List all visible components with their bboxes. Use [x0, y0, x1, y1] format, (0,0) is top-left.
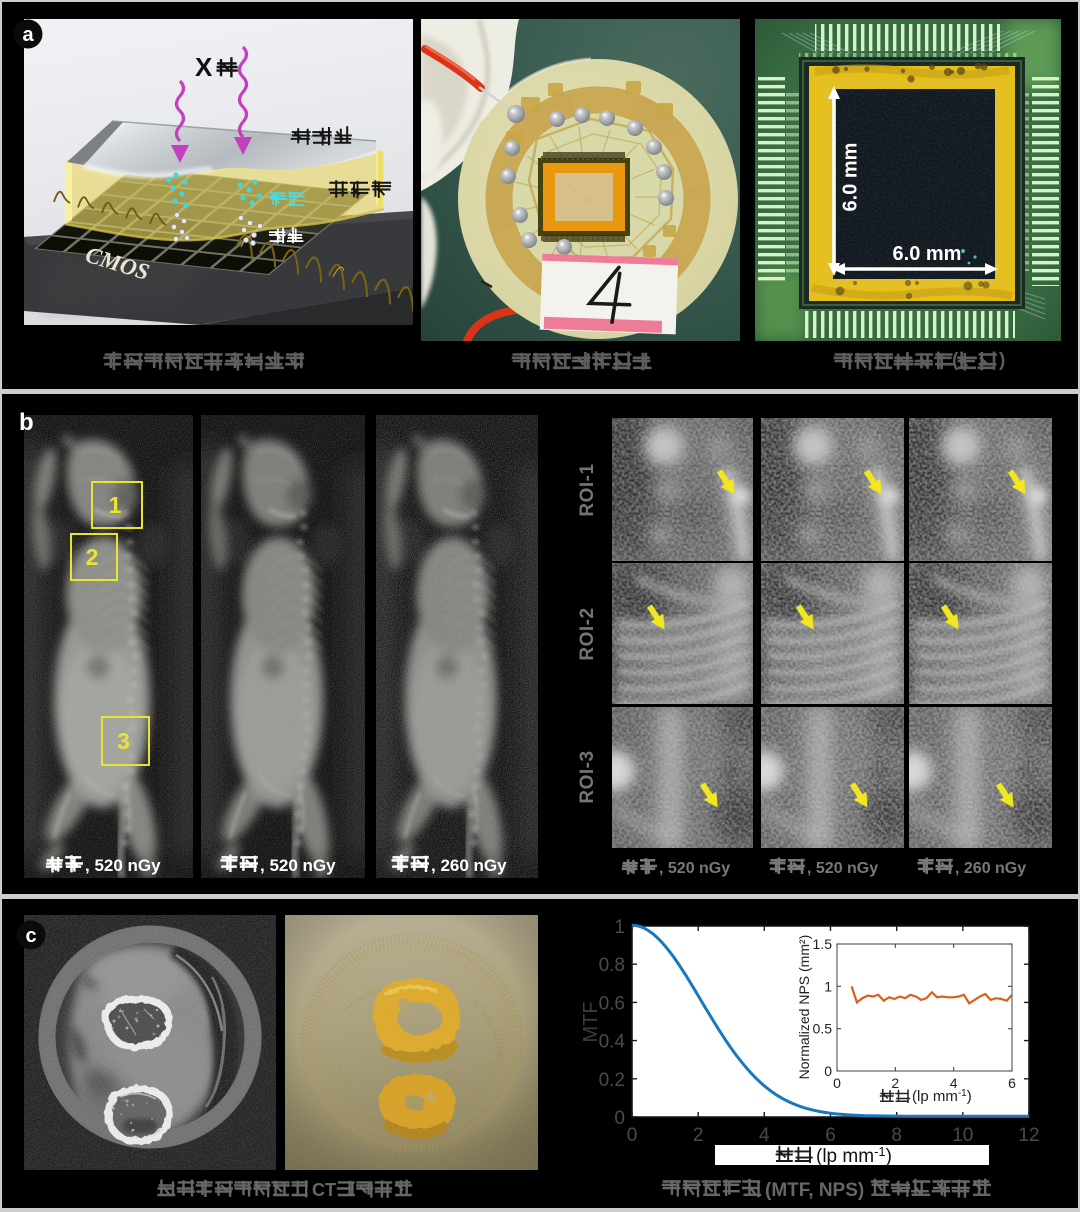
svg-text:0: 0	[824, 1063, 832, 1079]
svg-text:6.0 mm: 6.0 mm	[839, 143, 861, 212]
svg-text:3: 3	[117, 728, 130, 754]
svg-text:2: 2	[891, 1075, 899, 1091]
svg-text:X: X	[195, 52, 213, 82]
svg-text:, 260 nGy: , 260 nGy	[431, 856, 507, 875]
svg-text:, 520 nGy: , 520 nGy	[85, 856, 161, 875]
svg-text:, 260 nGy: , 260 nGy	[955, 860, 1026, 877]
svg-text:, 520 nGy: , 520 nGy	[260, 856, 336, 875]
svg-text:a: a	[22, 24, 34, 46]
svg-text:0.2: 0.2	[599, 1070, 625, 1091]
svg-text:10: 10	[952, 1125, 973, 1146]
svg-text:1: 1	[614, 917, 625, 938]
svg-text:6: 6	[1008, 1075, 1016, 1091]
svg-text:12: 12	[1018, 1125, 1039, 1146]
svg-text:6: 6	[825, 1125, 836, 1146]
svg-text:, 520 nGy: , 520 nGy	[659, 860, 730, 877]
svg-text:8: 8	[891, 1125, 902, 1146]
svg-text:Normalized NPS (mm²): Normalized NPS (mm²)	[796, 935, 812, 1080]
svg-text:0.8: 0.8	[599, 955, 625, 976]
svg-text:0: 0	[833, 1075, 841, 1091]
svg-text:1.5: 1.5	[813, 936, 833, 952]
svg-text:4: 4	[950, 1075, 958, 1091]
svg-text:(lp mm-1): (lp mm-1)	[912, 1088, 972, 1105]
svg-text:1: 1	[109, 492, 122, 518]
svg-text:0.5: 0.5	[813, 1021, 833, 1037]
svg-text:0: 0	[627, 1125, 638, 1146]
svg-text:(MTF, NPS): (MTF, NPS)	[765, 1180, 864, 1201]
svg-text:, 520 nGy: , 520 nGy	[807, 860, 878, 877]
svg-text:MTF: MTF	[580, 1001, 602, 1042]
svg-text:2: 2	[693, 1125, 704, 1146]
svg-text:2: 2	[86, 544, 99, 570]
svg-text:CT: CT	[312, 1180, 336, 1200]
svg-text:1: 1	[824, 978, 832, 994]
svg-text:0.6: 0.6	[599, 993, 625, 1014]
svg-text:c: c	[25, 925, 36, 947]
svg-text:4: 4	[759, 1125, 770, 1146]
svg-text:0: 0	[614, 1108, 625, 1129]
svg-text:(lp mm-1): (lp mm-1)	[816, 1144, 892, 1167]
svg-text:6.0 mm: 6.0 mm	[893, 243, 962, 265]
svg-text:0.4: 0.4	[599, 1032, 626, 1053]
